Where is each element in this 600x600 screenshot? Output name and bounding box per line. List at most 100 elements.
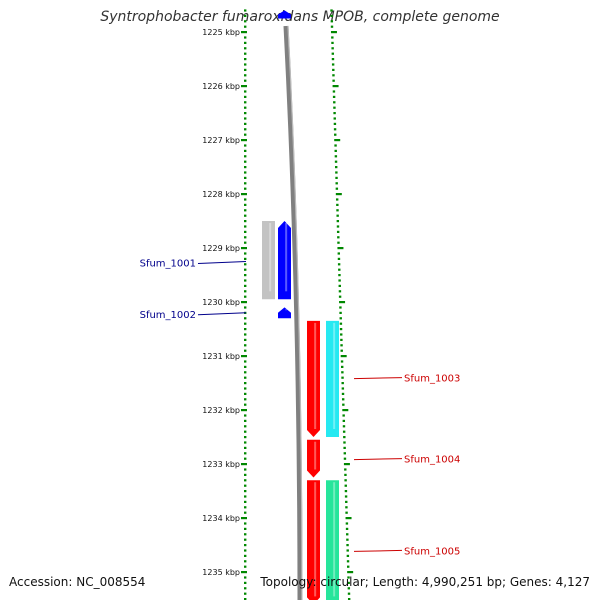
tick-mark: [244, 538, 247, 541]
tick-mark: [244, 349, 247, 352]
tick-mark: [331, 58, 335, 61]
tick-mark: [244, 414, 247, 417]
tick-mark: [244, 182, 247, 185]
tick-mark: [340, 349, 343, 352]
tick-mark: [244, 133, 247, 136]
tick-mark: [244, 203, 247, 206]
tick-mark: [347, 592, 351, 595]
tick-mark: [244, 122, 247, 125]
feature-arrow: [278, 221, 291, 300]
tick-mark: [339, 311, 342, 314]
tick-mark: [244, 554, 247, 557]
tick-layer: 1225 kbp 1226 kbp 1227 kbp 1228 kbp 1229 kbp…: [202, 9, 354, 600]
tick-mark: [346, 560, 350, 563]
tick-mark: [244, 63, 247, 66]
tick-mark: [244, 436, 247, 439]
feature-highlight: [333, 322, 336, 429]
tick-label: 1231 kbp: [202, 352, 240, 361]
tick-mark: [244, 214, 247, 217]
feature-arrow: [307, 480, 320, 600]
tick-mark: [244, 257, 247, 260]
tick-mark: [244, 155, 247, 158]
tick-mark: [333, 128, 337, 131]
tick-mark: [337, 236, 340, 239]
feature-highlight: [269, 223, 272, 292]
tick-mark: [331, 47, 334, 50]
backbone-layer: [283, 25, 303, 600]
tick-mark: [241, 193, 247, 196]
tick-mark: [244, 441, 247, 444]
tick-mark: [244, 176, 247, 179]
tick-mark: [332, 85, 339, 88]
tick-mark: [332, 79, 335, 82]
tick-mark: [244, 290, 247, 293]
tick-mark: [241, 409, 247, 412]
feature-highlight: [333, 482, 336, 597]
tick-mark: [244, 68, 247, 71]
tick-mark: [340, 338, 343, 341]
tick-mark: [244, 47, 247, 50]
feature-highlight: [314, 322, 317, 429]
feature-highlight: [314, 441, 317, 470]
tick-mark: [244, 160, 247, 163]
tick-mark: [341, 382, 344, 385]
tick-mark: [346, 538, 349, 541]
tick-mark: [244, 14, 247, 17]
tick-mark: [244, 452, 247, 455]
tick-mark: [244, 479, 247, 482]
tick-mark: [347, 571, 354, 574]
tick-mark: [337, 252, 341, 255]
feature-highlight: [285, 309, 288, 311]
tick-mark: [332, 74, 335, 77]
tick-mark: [334, 149, 337, 152]
tick-mark: [244, 112, 247, 115]
tick-mark: [336, 214, 339, 217]
tick-mark: [241, 463, 247, 466]
tick-mark: [331, 52, 335, 55]
tick-mark: [345, 527, 349, 530]
gene-label: Sfum_1001: [140, 259, 196, 270]
tick-mark: [342, 414, 345, 417]
tick-mark: [244, 576, 247, 579]
tick-label: 1234 kbp: [202, 514, 240, 523]
tick-mark: [244, 9, 247, 12]
tick-mark: [344, 490, 348, 493]
tick-mark: [333, 112, 336, 115]
tick-mark: [344, 468, 347, 471]
tick-mark: [340, 360, 344, 363]
accession-text: Accession: NC_008554: [9, 575, 146, 589]
tick-mark: [344, 495, 348, 498]
tick-mark: [244, 295, 247, 298]
feature-highlight: [314, 482, 317, 597]
tick-mark: [244, 117, 247, 120]
tick-mark: [341, 387, 345, 390]
gene-label: Sfum_1004: [404, 455, 460, 466]
tick-mark: [244, 398, 247, 401]
tick-mark: [244, 128, 247, 131]
tick-mark: [342, 419, 346, 422]
tick-mark: [332, 90, 336, 93]
backbone-curve: [283, 25, 303, 600]
tick-mark: [244, 484, 247, 487]
gene-leader-line: [353, 549, 403, 552]
tick-mark: [241, 301, 247, 304]
tick-mark: [244, 230, 247, 233]
tick-mark: [244, 565, 247, 568]
tick-mark: [335, 187, 339, 190]
tick-mark: [340, 344, 343, 347]
tick-mark: [244, 209, 247, 212]
tick-mark: [330, 25, 334, 28]
tick-mark: [334, 133, 337, 136]
tick-mark: [244, 544, 247, 547]
tick-mark: [244, 495, 247, 498]
tick-mark: [244, 473, 247, 476]
tick-mark: [244, 598, 247, 600]
gene-label: Sfum_1003: [404, 374, 460, 385]
tick-mark: [244, 328, 247, 331]
tick-mark: [341, 371, 344, 374]
tick-mark: [241, 517, 247, 520]
tick-mark: [330, 20, 334, 23]
tick-mark: [244, 36, 247, 39]
tick-mark: [338, 268, 341, 271]
tick-mark: [345, 500, 348, 503]
